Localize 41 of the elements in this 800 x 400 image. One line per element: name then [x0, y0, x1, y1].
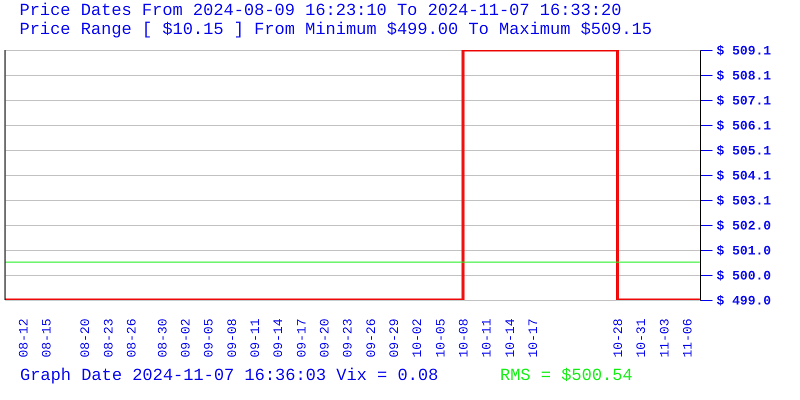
y-tick-label: $ 501.0 [716, 244, 772, 258]
x-tick-label: 10-08 [456, 318, 472, 358]
chart-title: Price Dates From 2024-08-09 16:23:10 To 2024-11-07 16:33:20 [20, 2, 622, 21]
x-tick-label: 08-23 [101, 318, 116, 358]
x-tick-label: 09-14 [271, 318, 286, 358]
x-tick-label: 09-02 [178, 318, 194, 358]
x-tick-label: 11-06 [680, 318, 696, 358]
x-tick-label: 10-05 [433, 318, 448, 358]
y-tick-label: $ 507.1 [716, 94, 772, 108]
x-tick-label: 10-17 [526, 318, 542, 358]
x-tick-label: 08-30 [155, 318, 170, 358]
x-tick-label: 09-08 [224, 318, 240, 358]
x-tick-label: 10-31 [634, 318, 650, 358]
x-tick-label: 09-26 [364, 318, 379, 358]
y-tick-label: $ 503.1 [716, 194, 772, 208]
x-tick-label: 09-17 [294, 318, 310, 358]
y-tick-label: $ 506.1 [716, 118, 772, 134]
x-tick-label: 08-12 [16, 318, 32, 358]
x-tick-label: 09-23 [340, 318, 356, 358]
y-tick-label: $ 508.1 [716, 68, 772, 84]
chart-subtitle: Price Range [ $10.15 ] From Minimum $499.00 To Maximum $509.15 [20, 21, 652, 40]
x-tick-label: 08-20 [78, 318, 94, 358]
x-tick-label: 10-14 [502, 318, 518, 358]
y-tick-label: $ 499.0 [716, 294, 772, 308]
y-tick-label: $ 502.0 [716, 218, 772, 234]
x-tick-label: 09-20 [318, 318, 333, 358]
x-tick-label: 10-02 [410, 318, 426, 358]
x-tick-label: 08-26 [124, 318, 140, 358]
x-tick-label: 10-11 [480, 318, 495, 358]
x-tick-label: 09-29 [387, 318, 402, 358]
x-tick-label: 09-05 [202, 318, 217, 358]
text: RMS = $500.54 [500, 367, 633, 386]
x-tick-label: 10-28 [610, 318, 626, 358]
text: Graph Date 2024-11-07 16:36:03 Vix = 0.08 [20, 367, 438, 386]
y-tick-label: $ 509.1 [716, 44, 772, 58]
x-tick-label: 09-11 [248, 318, 264, 358]
y-tick-label: $ 505.1 [716, 144, 772, 158]
x-tick-label: 11-03 [657, 318, 672, 358]
y-tick-label: $ 500.0 [716, 268, 772, 284]
y-tick-label: $ 504.1 [716, 168, 772, 184]
x-tick-label: 08-15 [40, 318, 55, 358]
